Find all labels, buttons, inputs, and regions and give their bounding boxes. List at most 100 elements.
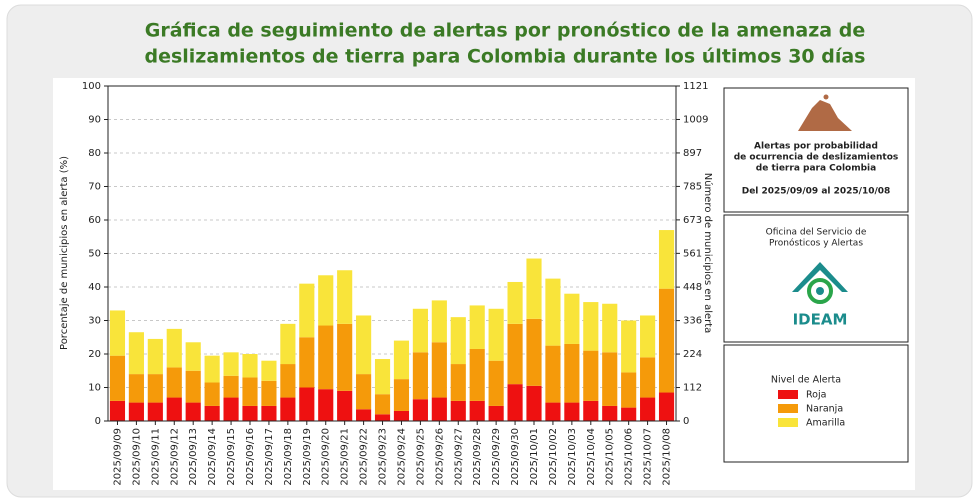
- y2-tick-label: 561: [683, 248, 702, 259]
- chart-panel: [53, 78, 915, 490]
- bar-segment: [337, 270, 352, 324]
- bar-segment: [545, 279, 560, 346]
- bar-segment: [451, 364, 466, 401]
- bar-segment: [432, 342, 447, 397]
- legend-swatch: [778, 404, 798, 413]
- bar-segment: [261, 361, 276, 381]
- bar-segment: [470, 401, 485, 421]
- x-tick-label: 2025/09/09: [112, 428, 123, 486]
- y-tick-label: 30: [88, 316, 101, 327]
- bar-segment: [602, 352, 617, 406]
- chart-title: Gráfica de seguimiento de alertas por pr…: [145, 20, 865, 42]
- bar-segment: [602, 406, 617, 421]
- y2-tick-label: 897: [683, 148, 702, 159]
- x-tick-label: 2025/09/25: [415, 428, 426, 486]
- bar-segment: [621, 408, 636, 421]
- y2-tick-label: 1121: [683, 81, 708, 92]
- x-tick-label: 2025/09/19: [302, 428, 313, 486]
- ideam-logo-text: IDEAM: [793, 311, 848, 329]
- x-tick-label: 2025/09/20: [321, 428, 332, 486]
- bar-segment: [621, 372, 636, 407]
- x-tick-label: 2025/10/04: [586, 428, 597, 486]
- x-tick-label: 2025/09/29: [491, 428, 502, 486]
- bar-segment: [451, 317, 466, 364]
- legend-label: Amarilla: [806, 418, 845, 429]
- chart: Gráfica de seguimiento de alertas por pr…: [0, 0, 980, 502]
- bar-segment: [186, 403, 201, 421]
- legend-swatch: [778, 390, 798, 399]
- bar-segment: [413, 309, 428, 353]
- bar-segment: [489, 309, 504, 361]
- panel-period: Del 2025/09/09 al 2025/10/08: [742, 187, 891, 197]
- bar-segment: [375, 359, 390, 394]
- bar-segment: [167, 367, 182, 397]
- bar-segment: [261, 381, 276, 406]
- bar-segment: [394, 341, 409, 380]
- bar-segment: [507, 324, 522, 384]
- bar-segment: [129, 403, 144, 421]
- bar-segment: [242, 406, 257, 421]
- x-tick-label: 2025/09/17: [264, 428, 275, 486]
- x-tick-label: 2025/09/14: [207, 428, 218, 486]
- y2-axis-label: Número de municipios en alerta: [702, 173, 714, 334]
- bar-segment: [583, 351, 598, 401]
- bar-segment: [318, 326, 333, 390]
- bar-segment: [489, 361, 504, 406]
- bar-segment: [375, 394, 390, 414]
- bar-segment: [526, 259, 541, 319]
- x-tick-label: 2025/09/30: [510, 428, 521, 486]
- panel-heading: Alertas por probabilidad: [754, 142, 878, 152]
- bar-segment: [356, 315, 371, 374]
- y-tick-label: 40: [88, 282, 101, 293]
- bar-segment: [148, 374, 163, 402]
- bar-segment: [564, 344, 579, 403]
- panel-heading: de tierra para Colombia: [756, 164, 876, 174]
- x-tick-label: 2025/09/18: [283, 428, 294, 486]
- bar-segment: [564, 403, 579, 421]
- x-tick-label: 2025/09/13: [188, 428, 199, 486]
- y2-tick-label: 1009: [683, 114, 708, 125]
- y2-tick-label: 0: [683, 416, 689, 427]
- bar-segment: [129, 374, 144, 402]
- y-tick-label: 80: [88, 148, 101, 159]
- bar-segment: [659, 230, 674, 289]
- bar-segment: [356, 409, 371, 421]
- bar-segment: [242, 354, 257, 377]
- legend-title: Nivel de Alerta: [771, 375, 841, 386]
- office-text: Pronósticos y Alertas: [769, 238, 863, 249]
- x-tick-label: 2025/10/08: [662, 428, 673, 486]
- bar-segment: [129, 332, 144, 374]
- bar-segment: [451, 401, 466, 421]
- y-tick-label: 10: [88, 383, 101, 394]
- x-tick-label: 2025/10/01: [529, 428, 540, 486]
- page: Gráfica de seguimiento de alertas por pr…: [0, 0, 980, 502]
- x-tick-label: 2025/09/10: [131, 428, 142, 486]
- bar-segment: [223, 398, 238, 421]
- bar-segment: [413, 352, 428, 399]
- bar-segment: [223, 376, 238, 398]
- x-tick-label: 2025/09/22: [359, 428, 370, 486]
- x-tick-label: 2025/10/06: [624, 428, 635, 486]
- chart-title: deslizamientos de tierra para Colombia d…: [144, 46, 865, 68]
- y-tick-label: 90: [88, 115, 101, 126]
- y2-tick-label: 785: [683, 181, 702, 192]
- bar-segment: [640, 357, 655, 397]
- y-tick-label: 50: [88, 249, 101, 260]
- y-tick-label: 20: [88, 349, 101, 360]
- bar-segment: [659, 393, 674, 421]
- x-tick-label: 2025/09/11: [150, 428, 161, 486]
- legend-label: Naranja: [806, 404, 843, 415]
- bar-segment: [507, 384, 522, 421]
- bar-segment: [186, 342, 201, 370]
- y2-tick-label: 112: [683, 383, 702, 394]
- y-axis-label: Porcentaje de municipios en alerta (%): [59, 156, 70, 350]
- x-tick-label: 2025/10/07: [643, 428, 654, 486]
- landslide-icon: [824, 95, 829, 100]
- bar-segment: [526, 319, 541, 386]
- y2-tick-label: 336: [683, 316, 702, 327]
- bar-segment: [337, 391, 352, 421]
- bar-segment: [205, 382, 220, 405]
- bar-segment: [602, 304, 617, 353]
- bar-segment: [110, 310, 125, 355]
- bar-segment: [394, 379, 409, 411]
